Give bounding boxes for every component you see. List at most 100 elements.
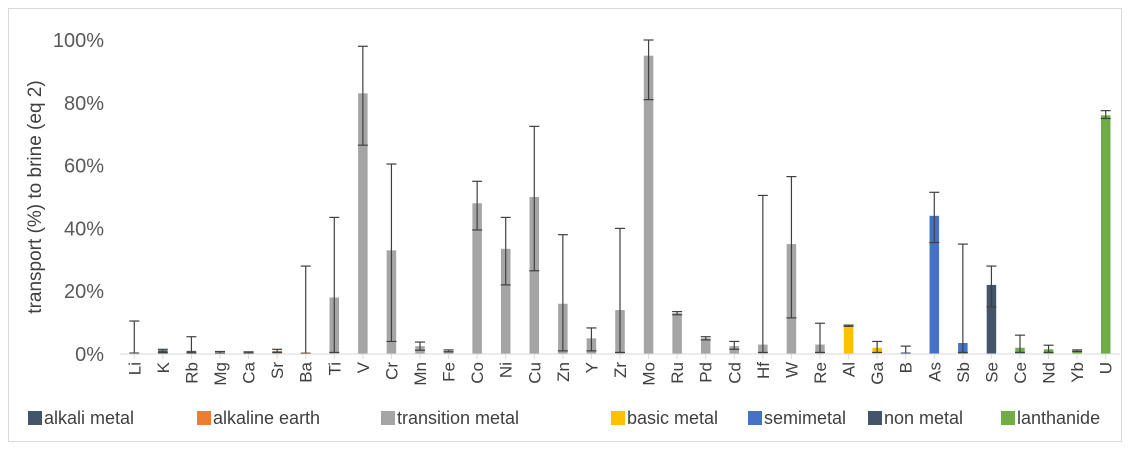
bar-yb <box>1072 350 1082 354</box>
error-bar-pd <box>700 336 711 341</box>
legend-swatch <box>748 411 762 425</box>
y-tick-label: 0% <box>75 344 104 366</box>
x-tick-label: Cu <box>525 362 544 384</box>
error-bar-cd <box>729 340 740 350</box>
legend-swatch <box>868 411 882 425</box>
y-tick-label: 20% <box>64 281 104 303</box>
legend-swatch <box>381 411 395 425</box>
bar-al <box>843 325 854 354</box>
y-tick-label: 80% <box>64 93 104 115</box>
error-bar-ba <box>300 265 311 354</box>
error-bars <box>129 39 1111 354</box>
x-tick-label: V <box>354 361 373 373</box>
x-tick-label: As <box>925 362 944 382</box>
error-bar-ca <box>243 351 254 354</box>
error-bar-nd <box>1043 344 1054 354</box>
error-bar-mg <box>215 350 225 354</box>
x-tick-label: K <box>154 361 173 373</box>
error-bar-yb <box>1072 349 1083 353</box>
bar-ru <box>672 313 682 354</box>
legend: alkali metal alkaline earth transition met… <box>28 408 1100 428</box>
legend-item: basic metal <box>611 408 718 428</box>
x-tick-label: Hf <box>754 362 773 379</box>
x-tick-label: Nd <box>1040 362 1059 384</box>
error-bar-sr <box>272 348 283 354</box>
x-tick-label: B <box>897 362 916 373</box>
x-tick-label: Cr <box>382 362 401 380</box>
x-tick-label: Al <box>840 362 859 377</box>
x-tick-label: Mo <box>640 362 659 386</box>
y-tick-label: 40% <box>64 218 104 240</box>
x-tick-label: Rb <box>182 362 201 384</box>
legend-label: alkali metal <box>44 408 134 428</box>
legend-label: basic metal <box>627 408 718 428</box>
error-bar-v <box>357 45 368 146</box>
legend-label: transition metal <box>397 408 519 428</box>
legend-swatch <box>28 411 42 425</box>
x-tick-label: Y <box>582 362 601 373</box>
x-tick-label: Mn <box>411 362 430 386</box>
legend-item: alkali metal <box>28 408 134 428</box>
bar-se <box>986 284 997 354</box>
error-bar-as <box>929 191 940 244</box>
x-tick-label: U <box>1097 362 1116 374</box>
x-tick-label: Zn <box>554 362 573 382</box>
x-tick-label: Fe <box>440 362 459 382</box>
y-tick-label: 100% <box>53 30 104 52</box>
legend-label: lanthanide <box>1017 408 1100 428</box>
legend-item: semimetal <box>748 408 846 428</box>
x-tick-label: Sb <box>954 362 973 383</box>
error-bar-li <box>129 320 140 354</box>
legend-label: semimetal <box>764 408 846 428</box>
error-bar-mo <box>643 39 654 101</box>
error-bar-co <box>472 180 483 231</box>
x-tick-label: W <box>782 362 801 378</box>
error-bar-ni <box>500 216 511 286</box>
error-bar-y <box>586 327 597 352</box>
error-bar-se <box>986 265 997 308</box>
x-tick-label: Ru <box>668 362 687 384</box>
x-tick-label: Ni <box>497 362 516 378</box>
x-tick-label: Mg <box>211 362 230 386</box>
bar-v <box>358 93 368 354</box>
x-tick-label: Sr <box>268 362 287 379</box>
x-tick-label: Co <box>468 362 487 384</box>
error-bar-fe <box>443 349 454 353</box>
legend-swatch <box>611 411 625 425</box>
legend-swatch <box>197 411 211 425</box>
x-axis-ticks: Li K Rb Mg Ca Sr Ba Ti V Cr Mn Fe Co Ni Cu Zn Y Zr Mo Ru Pd C… <box>125 354 1116 386</box>
legend-item: lanthanide <box>1001 408 1100 428</box>
bar-cd <box>729 346 740 354</box>
error-bar-hf <box>757 194 768 354</box>
x-tick-label: Yb <box>1068 362 1087 383</box>
x-tick-label: Ca <box>240 361 259 383</box>
error-bar-sb <box>957 243 968 354</box>
error-bar-w <box>786 175 797 319</box>
x-tick-label: Se <box>982 362 1001 383</box>
legend-label: alkaline earth <box>213 408 320 428</box>
x-tick-label: Re <box>811 362 830 384</box>
bar-pd <box>700 338 711 354</box>
bar-u <box>1100 115 1111 354</box>
error-bar-al <box>843 324 854 327</box>
legend-swatch <box>1001 411 1015 425</box>
legend-item: non metal <box>868 408 963 428</box>
error-bar-cr <box>386 163 397 343</box>
error-bar-rb <box>186 336 197 354</box>
x-tick-label: Zr <box>611 362 630 378</box>
x-tick-label: Ga <box>868 361 887 384</box>
y-axis-title: transport (%) to brine (eq 2) <box>25 80 46 313</box>
error-bar-b <box>900 345 911 354</box>
error-bar-zn <box>557 234 568 352</box>
x-tick-label: Li <box>125 362 144 375</box>
error-bar-u <box>1100 110 1111 120</box>
error-bar-ru <box>672 311 683 316</box>
error-bar-ga <box>872 340 883 354</box>
error-bar-mn <box>415 341 425 351</box>
legend-item: transition metal <box>381 408 519 428</box>
y-axis-ticks: 0% 20% 40% 60% 80% 100% <box>53 30 104 366</box>
bar-ni <box>500 248 511 354</box>
bar-mo <box>643 55 654 354</box>
legend-item: alkaline earth <box>197 408 320 428</box>
